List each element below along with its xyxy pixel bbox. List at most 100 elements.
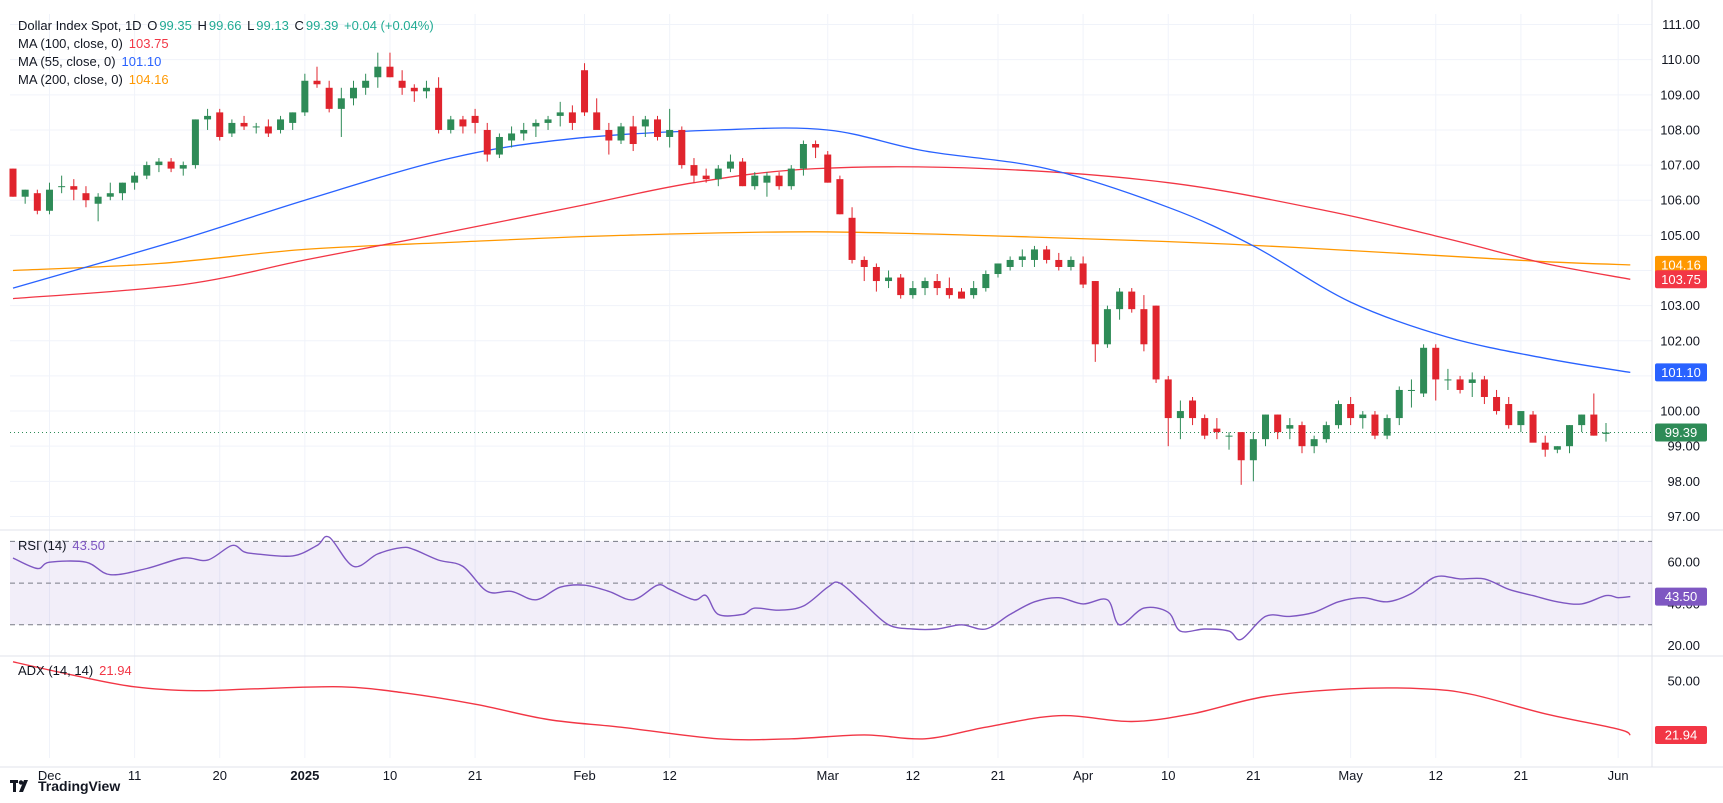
candle: [1420, 344, 1428, 397]
candle-body: [1298, 425, 1306, 447]
candle-body: [70, 186, 78, 190]
candle-body: [921, 281, 929, 289]
candle: [1590, 393, 1598, 436]
candle-body: [1189, 400, 1197, 419]
ma100-legend[interactable]: MA (100, close, 0) 103.75: [18, 36, 171, 51]
candle-body: [702, 175, 710, 180]
ma55-legend[interactable]: MA (55, close, 0) 101.10: [18, 54, 163, 69]
candle: [1189, 396, 1197, 426]
candle: [860, 256, 868, 282]
candle-body: [45, 189, 53, 211]
candle-body: [398, 80, 406, 88]
candle-body: [1091, 281, 1099, 345]
candle-body: [325, 87, 333, 109]
candle-body: [714, 168, 722, 180]
candle-body: [1456, 379, 1464, 390]
time-tick-label: 21: [1246, 768, 1260, 783]
candle-body: [897, 277, 905, 296]
candle: [1578, 414, 1586, 433]
candle-body: [872, 266, 880, 282]
candle: [33, 189, 41, 215]
price-badge-text: 104.16: [1661, 257, 1701, 272]
adx-label: ADX (14, 14): [18, 663, 94, 678]
time-tick-label: May: [1338, 768, 1363, 783]
candle: [556, 101, 564, 127]
time-tick-label: Dec: [38, 768, 62, 783]
price-badge: 101.10: [1655, 363, 1707, 382]
open-value: 99.35: [159, 18, 192, 33]
candle-body: [1444, 379, 1452, 381]
candle-body: [349, 87, 357, 99]
candle: [374, 52, 382, 88]
candle-body: [264, 126, 272, 134]
candle: [1152, 305, 1160, 383]
time-tick-label: 21: [1514, 768, 1528, 783]
candle: [94, 193, 102, 222]
candle-body: [1529, 414, 1537, 443]
candle: [1310, 435, 1318, 454]
candle: [739, 158, 747, 187]
candle-body: [228, 122, 236, 134]
price-tick-label: 99.00: [1667, 439, 1700, 454]
tradingview-logo[interactable]: TradingView: [10, 778, 120, 794]
candle-body: [1541, 442, 1549, 450]
candle-body: [629, 126, 637, 145]
candle-body: [1553, 446, 1561, 450]
candle: [945, 277, 953, 299]
candle: [1371, 411, 1379, 440]
candle-body: [1079, 263, 1087, 285]
candle-body: [410, 87, 418, 92]
price-badge-text: 99.39: [1665, 425, 1698, 440]
candle: [435, 77, 443, 134]
brand-name: TradingView: [38, 778, 121, 794]
candle: [532, 119, 540, 137]
candle-body: [82, 193, 90, 201]
ma200-legend[interactable]: MA (200, close, 0) 104.16: [18, 72, 171, 87]
candle-body: [495, 136, 503, 155]
candle-body: [1578, 414, 1586, 426]
candle-body: [337, 98, 345, 109]
candle: [204, 108, 212, 130]
candle-body: [775, 175, 783, 187]
candle-body: [593, 112, 601, 130]
time-tick-label: 11: [128, 768, 142, 783]
time-tick-label: 12: [662, 768, 676, 783]
candle: [1274, 414, 1282, 440]
candle-body: [447, 119, 455, 130]
candle: [909, 281, 917, 299]
price-badge: 104.16: [1655, 255, 1707, 274]
candle: [1334, 400, 1342, 429]
candle: [1128, 288, 1136, 313]
candle: [751, 172, 759, 190]
candle-body: [252, 126, 260, 128]
rsi-legend[interactable]: RSI (14) 43.50: [18, 538, 107, 553]
price-tick-label: 106.00: [1660, 193, 1700, 208]
candle: [1286, 418, 1294, 440]
ma100-label: MA (100, close, 0): [18, 36, 123, 51]
candle-body: [666, 129, 674, 137]
candle: [1091, 281, 1099, 362]
candle-body: [1237, 432, 1245, 461]
price-tick-label: 110.00: [1661, 52, 1700, 67]
candle: [45, 182, 53, 215]
candle: [277, 115, 285, 134]
candle-body: [1201, 418, 1209, 436]
price-badge-bg: [1655, 423, 1707, 442]
price-badge-text: 101.10: [1661, 365, 1701, 380]
candle: [362, 73, 370, 95]
adx-legend[interactable]: ADX (14, 14) 21.94: [18, 663, 134, 678]
candle: [520, 122, 528, 141]
adx-tick-label: 50.00: [1667, 674, 1700, 689]
candle: [495, 133, 503, 159]
candle: [325, 80, 333, 113]
close-label: C: [294, 18, 304, 33]
candle: [1529, 411, 1537, 443]
candle-body: [860, 259, 868, 267]
rsi-tick-label: 60.00: [1667, 555, 1700, 570]
ma55-label: MA (55, close, 0): [18, 54, 116, 69]
candle: [337, 87, 345, 137]
time-tick-label: 12: [906, 768, 920, 783]
candle: [872, 263, 880, 292]
candle: [1018, 249, 1026, 267]
